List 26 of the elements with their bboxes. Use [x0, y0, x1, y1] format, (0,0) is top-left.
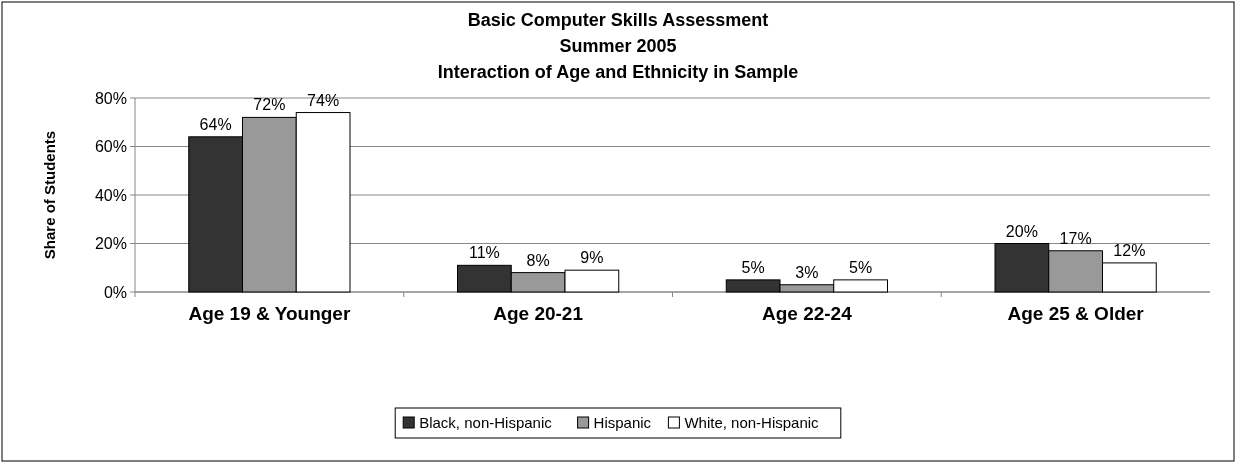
y-tick-label: 0%: [103, 283, 127, 301]
data-label: 72%: [253, 96, 286, 114]
y-tick-label: 20%: [94, 235, 127, 253]
data-label: 17%: [1059, 229, 1092, 247]
chart-title: Basic Computer Skills Assessment Summer 2005 Interaction of Age and Ethnicity in Sample: [437, 10, 799, 82]
y-axis-title: Share of Students: [41, 130, 58, 260]
data-label: 5%: [849, 258, 873, 276]
legend-label: White, non-Hispanic: [684, 414, 820, 432]
x-tick-label: Age 25 & Older: [1007, 303, 1145, 324]
x-tick-label: Age 22-24: [761, 303, 853, 324]
data-label: 3%: [795, 263, 819, 281]
data-label: 11%: [468, 244, 500, 262]
x-tick-label: Age 19 & Younger: [188, 303, 351, 324]
data-label: 9%: [580, 249, 604, 267]
legend-label: Hispanic: [593, 414, 652, 432]
y-tick-label: 40%: [94, 186, 127, 204]
legend-label: Black, non-Hispanic: [419, 414, 553, 432]
y-tick-label: 80%: [94, 89, 127, 107]
data-label: 12%: [1113, 241, 1146, 259]
x-tick-label: Age 20-21: [493, 303, 584, 324]
y-tick-label: 60%: [94, 138, 127, 156]
data-label: 20%: [1005, 222, 1038, 240]
data-label: 74%: [307, 91, 340, 109]
data-label: 5%: [741, 258, 765, 276]
data-label: 8%: [526, 251, 550, 269]
data-label: 64%: [199, 115, 232, 133]
